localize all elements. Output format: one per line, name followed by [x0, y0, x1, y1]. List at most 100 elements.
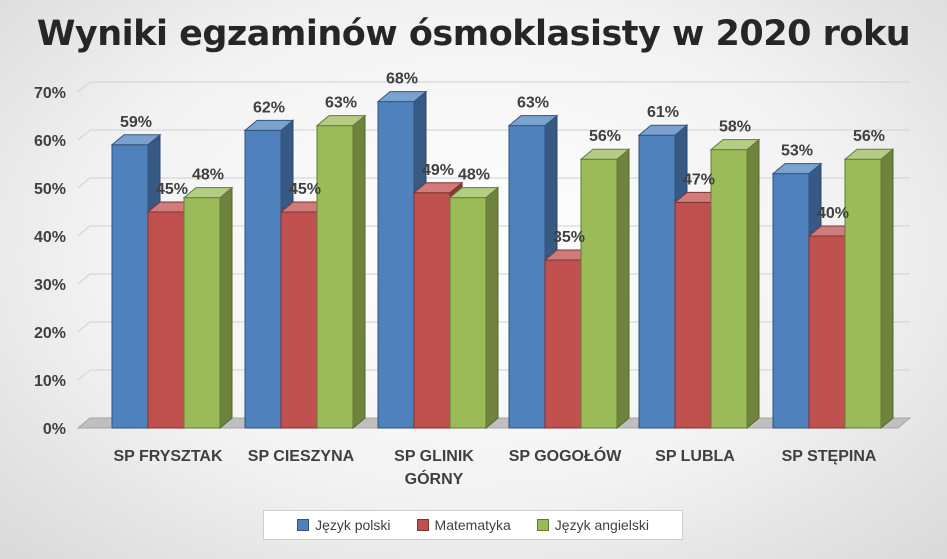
gridline-depth	[77, 369, 91, 381]
data-label: 45%	[156, 181, 188, 198]
bar-front	[244, 129, 282, 429]
bar	[448, 186, 500, 430]
bar-top	[243, 119, 295, 131]
bar	[709, 138, 761, 430]
y-tick-label: 50%	[34, 181, 66, 198]
bar	[579, 148, 631, 430]
bar-side	[352, 114, 366, 430]
legend-label: Język angielski	[554, 517, 649, 533]
gridline-depth	[77, 225, 91, 237]
bar-top	[182, 187, 234, 199]
category-label: SP GLINIK GÓRNY	[394, 448, 474, 488]
chart-title: Wyniki egzaminów ósmoklasisty w 2020 rok…	[36, 14, 911, 54]
bar-front	[772, 173, 810, 429]
data-label: 48%	[192, 167, 224, 184]
chart-legend: Język polski Matematyka Język angielski	[263, 510, 683, 540]
legend-swatch	[297, 519, 310, 531]
data-label: 62%	[253, 99, 285, 116]
category-label: SP CIESZYNA	[248, 448, 355, 465]
bar-front	[449, 197, 487, 429]
legend-swatch	[536, 519, 549, 531]
data-label: 48%	[458, 167, 490, 184]
bar-top	[709, 139, 761, 151]
data-label: 47%	[683, 171, 715, 188]
gridline-depth	[77, 273, 91, 285]
bar-front	[280, 211, 318, 429]
bar-side	[616, 148, 630, 430]
y-tick-label: 40%	[34, 229, 66, 246]
legend-label: Matematyka	[434, 517, 511, 533]
bar-front	[413, 192, 451, 429]
bar-top	[507, 115, 559, 127]
legend-entry: Język angielski	[536, 517, 649, 533]
y-tick-label: 60%	[34, 133, 66, 150]
bar-top	[315, 115, 367, 127]
y-tick-label: 20%	[34, 325, 66, 342]
y-tick-label: 70%	[34, 85, 66, 102]
data-label: 58%	[719, 119, 751, 136]
gridline-depth	[77, 81, 91, 93]
bar-top	[637, 124, 689, 136]
bar-front	[580, 158, 618, 429]
legend-swatch	[416, 519, 429, 531]
bar-side	[485, 186, 499, 430]
data-label: 63%	[517, 95, 549, 112]
bar-front	[844, 158, 882, 429]
data-label: 49%	[422, 162, 454, 179]
bar-front	[111, 144, 149, 429]
bar-top	[412, 182, 464, 194]
data-label: 45%	[289, 181, 321, 198]
data-label: 61%	[647, 104, 679, 121]
y-tick-label: 10%	[34, 373, 66, 390]
data-label: 56%	[853, 128, 885, 145]
bar-side	[219, 186, 233, 430]
category-label: SP LUBLA	[655, 448, 735, 465]
y-tick-label: 30%	[34, 277, 66, 294]
bar-side	[746, 138, 760, 430]
data-label: 35%	[553, 229, 585, 246]
bar	[243, 119, 295, 430]
bar-front	[674, 201, 712, 429]
bar	[843, 148, 895, 430]
y-axis: 0% 10% 20% 30% 40% 50% 60% 70%	[34, 85, 66, 438]
bar-front	[147, 211, 185, 429]
bar-front	[544, 259, 582, 429]
bar	[182, 186, 234, 430]
bar-front	[508, 125, 546, 429]
x-axis: SP FRYSZTAK SP CIESZYNA SP GLINIK GÓRNY SP G…	[113, 446, 876, 488]
bar-top	[771, 163, 823, 175]
bar-front	[710, 149, 748, 429]
bar-top	[448, 187, 500, 199]
bar	[315, 114, 367, 430]
gridline-depth	[77, 177, 91, 189]
bar-top	[376, 91, 428, 103]
gridline-depth	[77, 129, 91, 141]
category-label: SP FRYSZTAK	[113, 448, 222, 465]
y-tick-label: 0%	[43, 421, 66, 438]
bar-top	[110, 134, 162, 146]
bar-front	[808, 235, 846, 429]
data-label: 59%	[120, 114, 152, 131]
data-label: 40%	[817, 205, 849, 222]
data-label: 56%	[589, 128, 621, 145]
bar-front	[183, 197, 221, 429]
data-label: 68%	[386, 71, 418, 88]
legend-entry: Język polski	[297, 517, 391, 533]
bar-top	[843, 148, 895, 160]
bar-front	[377, 101, 415, 429]
gridline-depth	[77, 321, 91, 333]
data-label: 63%	[325, 95, 357, 112]
data-label: 53%	[781, 143, 813, 160]
data-labels: 59%45%48%62%45%63%68%49% 48%63%35%56%61%4…	[120, 71, 885, 246]
bar-top	[579, 148, 631, 160]
bar-front	[316, 125, 354, 429]
category-label: SP STĘPINA	[782, 448, 877, 465]
category-label: SP GOGOŁÓW	[509, 446, 623, 465]
bars	[110, 90, 895, 430]
bar-front	[638, 134, 676, 429]
bar-side	[880, 148, 894, 430]
legend-label: Język polski	[315, 517, 391, 533]
legend-entry: Matematyka	[416, 517, 511, 533]
